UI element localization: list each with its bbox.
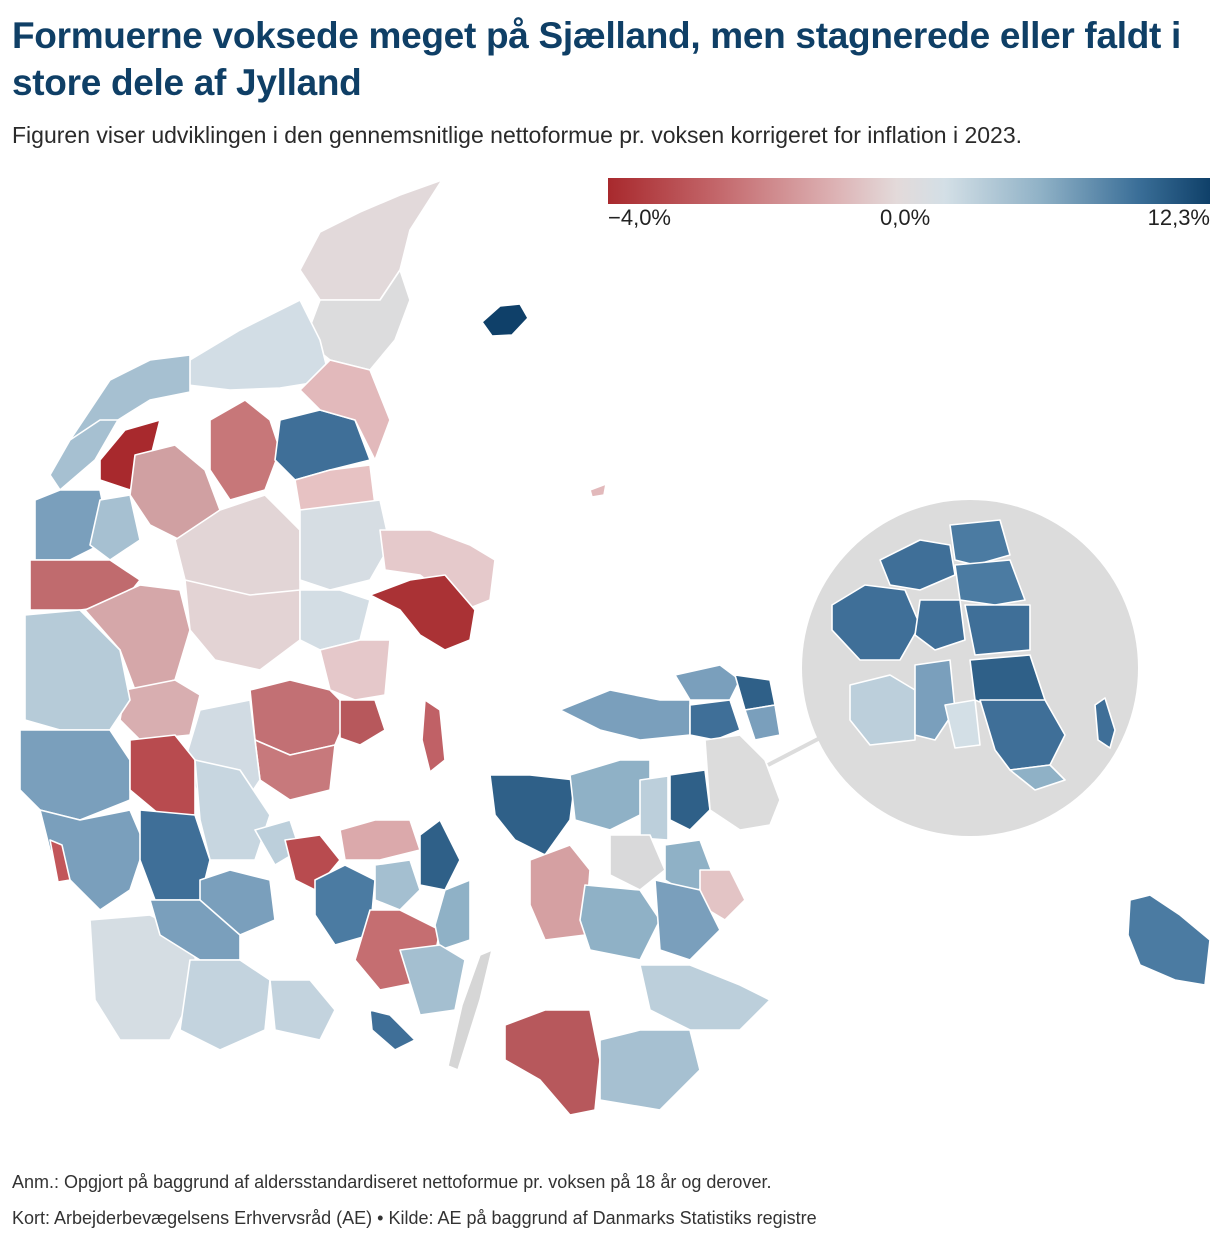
municipality-syddjurs — [369, 574, 476, 651]
inset-municipality-north-1 — [879, 539, 956, 591]
municipality-billund — [129, 734, 196, 816]
inset-municipality-north-2 — [949, 519, 1011, 566]
inset-municipality-southeast — [1009, 764, 1066, 791]
municipality-gribskov — [734, 674, 776, 711]
municipality-vesthimmerland — [209, 399, 281, 501]
municipality-slagelse — [529, 844, 591, 941]
municipality-laeso — [481, 303, 529, 337]
municipality-sonderborg — [269, 979, 336, 1041]
municipality-anholt — [589, 483, 607, 498]
municipality-herning — [84, 584, 191, 691]
municipality-odense — [374, 859, 421, 911]
municipality-lejre — [639, 775, 669, 841]
inset-municipality-south-1 — [944, 699, 981, 749]
municipality-randers — [299, 499, 391, 591]
municipality-odsherred — [559, 689, 691, 741]
municipality-roskilde — [669, 769, 711, 831]
color-legend: −4,0% 0,0% 12,3% — [608, 178, 1210, 236]
municipality-hillerod — [689, 699, 741, 741]
municipality-norddjurs — [379, 529, 496, 611]
chart-subtitle: Figuren viser udviklingen i den gennemsn… — [12, 122, 1023, 148]
municipality-ikast-brande — [119, 679, 201, 741]
municipality-fano — [49, 839, 71, 883]
municipality-nordfyn — [339, 819, 421, 861]
municipality-nyborg — [434, 879, 471, 951]
footnote-anm: Anm.: Opgjort på baggrund af aldersstand… — [12, 1172, 772, 1192]
inset-municipality-island — [1094, 697, 1116, 749]
municipality-silkeborg — [184, 579, 301, 671]
municipality-guldborgsund — [599, 1029, 701, 1111]
municipality-svendborg — [399, 944, 466, 1016]
legend-color-bar — [608, 178, 1210, 204]
municipality-faxe — [654, 879, 721, 961]
municipality-langeland — [447, 949, 493, 1071]
municipality-copenhagen-area — [704, 734, 781, 831]
legend-max-label: 12,3% — [1147, 205, 1210, 230]
municipality-struer — [89, 494, 141, 561]
municipality-halsnaes — [674, 664, 741, 701]
municipality-hjorring — [299, 179, 443, 301]
inset-municipality-southwest-2 — [914, 659, 956, 741]
inset-municipality-center-2 — [964, 604, 1031, 656]
municipality-odder — [339, 699, 386, 746]
municipality-varde — [19, 729, 131, 821]
municipality-naestved — [579, 884, 661, 961]
denmark-municipality-map — [19, 179, 1211, 1116]
municipality-bornholm — [1127, 894, 1211, 986]
municipality-kerteminde — [419, 819, 461, 891]
municipality-aero — [369, 1009, 416, 1051]
legend-min-label: −4,0% — [608, 205, 671, 230]
copenhagen-inset-map — [831, 519, 1116, 791]
inset-municipality-center-1 — [914, 599, 966, 651]
inset-municipality-west — [831, 584, 921, 661]
municipality-mariagerfjord — [299, 359, 391, 461]
municipality-soro — [609, 834, 666, 891]
municipality-samso — [421, 699, 446, 773]
municipality-holbaek — [569, 759, 651, 831]
municipality-ringkobing-skjern — [24, 609, 131, 731]
municipality-vejle — [194, 759, 271, 861]
municipality-jammerbugt — [187, 299, 331, 391]
legend-mid-label: 0,0% — [880, 205, 931, 230]
chart-title: Formuerne voksede meget på Sjælland, men… — [12, 15, 1181, 103]
inset-municipality-southwest-1 — [849, 674, 916, 746]
municipality-vordingborg — [639, 964, 771, 1031]
inset-connector-line — [767, 736, 821, 767]
footnote-source: Kort: Arbejderbevægelsens Erhvervsråd (A… — [12, 1208, 817, 1228]
municipality-aabenraa — [179, 959, 271, 1051]
municipality-kalundborg — [489, 774, 576, 856]
municipality-lolland — [504, 1009, 601, 1116]
municipality-helsingor — [744, 704, 781, 741]
municipality-thy-north — [49, 419, 119, 491]
inset-municipality-north-3 — [954, 559, 1026, 606]
